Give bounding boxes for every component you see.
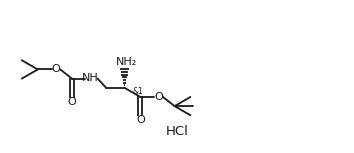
Text: O: O bbox=[52, 64, 61, 75]
Text: NH: NH bbox=[82, 73, 99, 83]
Text: HCl: HCl bbox=[166, 125, 188, 138]
Text: O: O bbox=[68, 97, 76, 106]
Text: NH₂: NH₂ bbox=[116, 57, 137, 67]
Text: O: O bbox=[136, 115, 145, 125]
Text: &1: &1 bbox=[132, 87, 143, 96]
Text: O: O bbox=[154, 92, 163, 102]
